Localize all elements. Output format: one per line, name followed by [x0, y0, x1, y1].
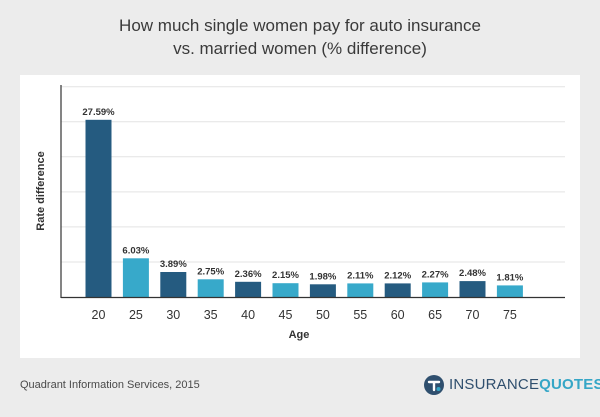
insurancequotes-logo[interactable]: INSURANCEQUOTES	[423, 374, 600, 396]
x-axis-title: Age	[289, 329, 310, 341]
y-axis-title: Rate difference	[35, 151, 47, 230]
bar-age-30	[160, 272, 187, 297]
x-tick-label-40: 40	[241, 308, 255, 322]
x-tick-labels: 20 25 30 35 40 45 50 55 60 65 70 75	[92, 308, 517, 322]
bar-age-50	[309, 284, 336, 297]
bar-age-25	[122, 258, 149, 297]
value-label-age-55: 2.11%	[347, 270, 374, 281]
logo-wordmark: INSURANCEQUOTES	[449, 374, 600, 396]
bar-age-20	[85, 119, 112, 297]
gridlines	[61, 86, 565, 263]
value-label-age-75: 1.81%	[496, 272, 523, 283]
value-labels: 27.59% 6.03% 3.89% 2.75% 2.36% 2.15% 1.98% 2.11…	[82, 107, 524, 284]
bars	[85, 119, 523, 297]
value-label-age-20: 27.59%	[82, 107, 115, 118]
value-label-age-35: 2.75%	[197, 266, 224, 277]
x-tick-label-55: 55	[353, 308, 367, 322]
chart-title-line2: vs. married women (% difference)	[173, 39, 427, 58]
bar-age-55	[347, 283, 374, 297]
x-tick-label-60: 60	[391, 308, 405, 322]
chart-title: How much single women pay for auto insur…	[0, 14, 600, 60]
value-label-age-25: 6.03%	[122, 245, 149, 256]
bar-age-45	[272, 283, 299, 297]
value-label-age-40: 2.36%	[235, 269, 262, 280]
value-label-age-60: 2.12%	[384, 270, 411, 281]
chart-title-line1: How much single women pay for auto insur…	[119, 16, 481, 35]
x-tick-label-75: 75	[503, 308, 517, 322]
bar-age-60	[384, 283, 411, 297]
insurancequotes-logo-icon	[424, 375, 444, 395]
bar-age-75	[496, 285, 523, 297]
x-tick-label-65: 65	[428, 308, 442, 322]
x-tick-label-35: 35	[204, 308, 218, 322]
bar-age-40	[235, 281, 262, 297]
x-tick-label-50: 50	[316, 308, 330, 322]
value-label-age-70: 2.48%	[459, 268, 486, 279]
x-tick-label-70: 70	[466, 308, 480, 322]
x-tick-label-45: 45	[279, 308, 293, 322]
x-tick-label-25: 25	[129, 308, 143, 322]
logo-wordmark-part1: INSURANCE	[449, 376, 540, 393]
logo-wordmark-part2: QUOTES	[539, 376, 600, 393]
value-label-age-50: 1.98%	[309, 271, 336, 282]
source-credit: Quadrant Information Services, 2015	[20, 379, 200, 391]
bar-age-70	[459, 281, 486, 297]
x-tick-label-30: 30	[166, 308, 180, 322]
bar-chart: 27.59% 6.03% 3.89% 2.75% 2.36% 2.15% 1.98% 2.11…	[35, 85, 565, 341]
x-tick-label-20: 20	[92, 308, 106, 322]
value-label-age-65: 2.27%	[422, 269, 449, 280]
chart-panel: 27.59% 6.03% 3.89% 2.75% 2.36% 2.15% 1.98% 2.11…	[20, 75, 580, 358]
bar-age-35	[197, 279, 224, 297]
value-label-age-30: 3.89%	[160, 259, 187, 270]
footer: Quadrant Information Services, 2015 INSU…	[0, 358, 600, 417]
bar-age-65	[422, 282, 449, 297]
value-label-age-45: 2.15%	[272, 270, 299, 281]
